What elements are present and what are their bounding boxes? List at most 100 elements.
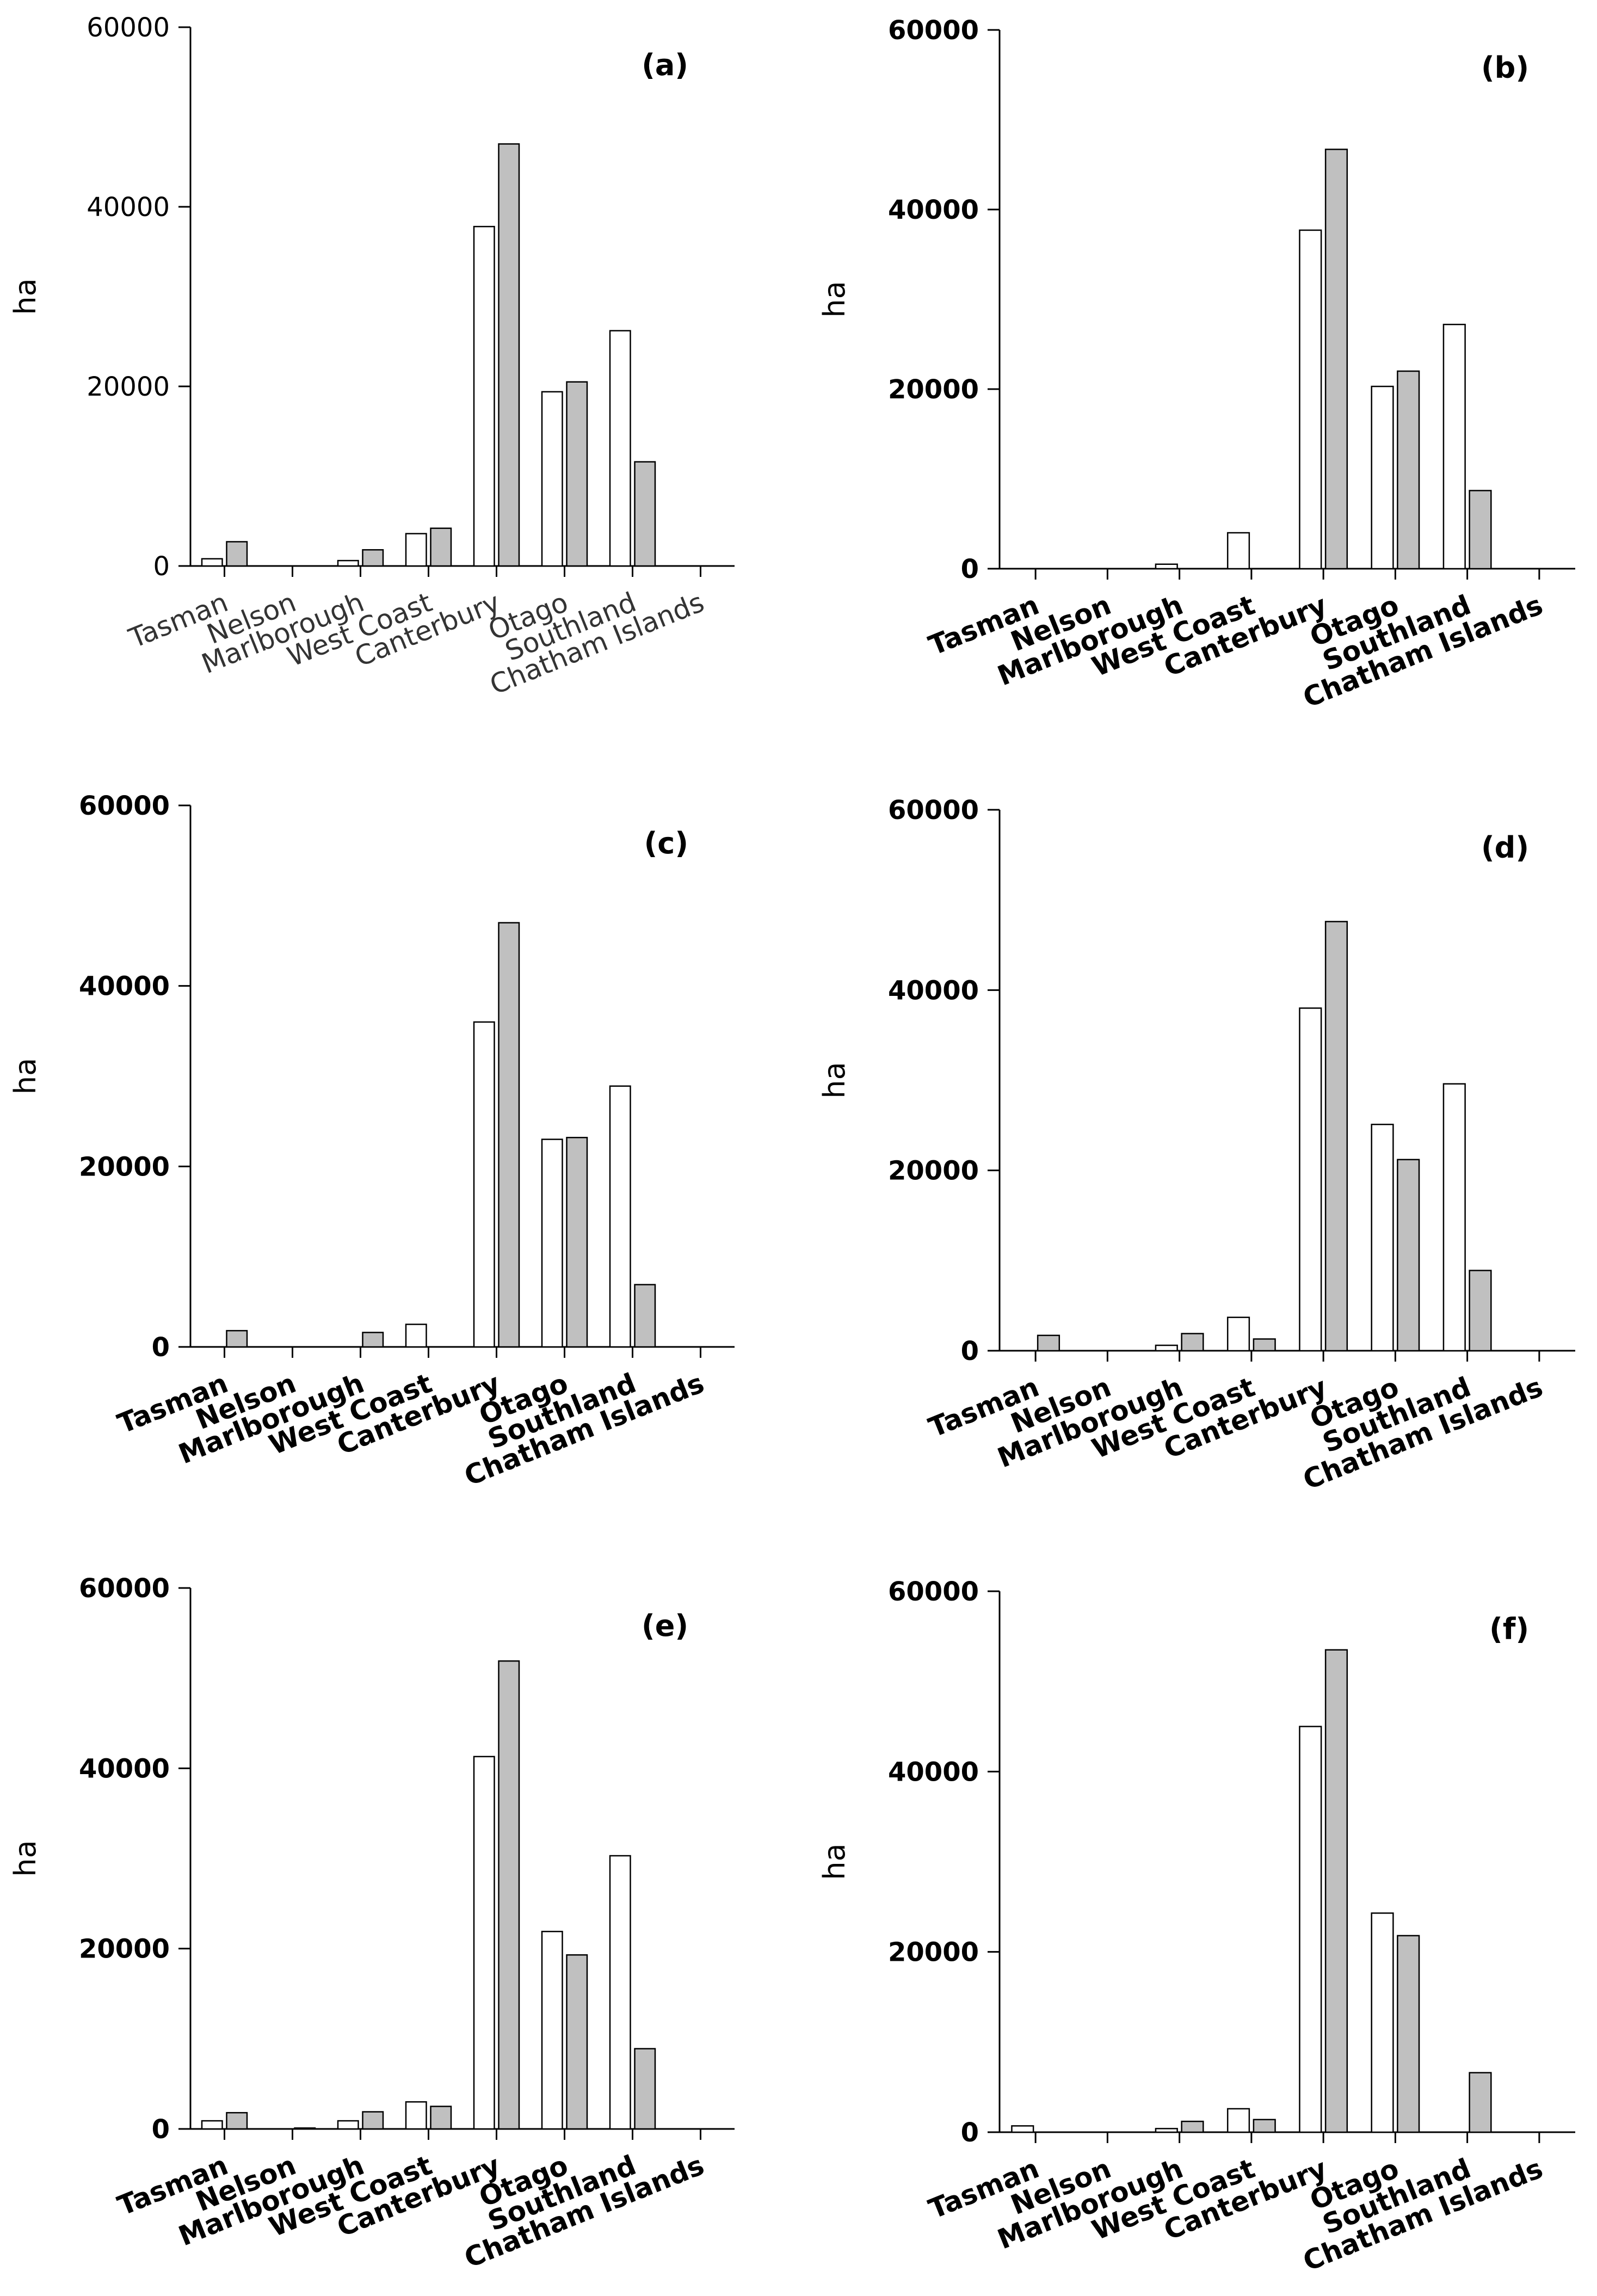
y-tick-label: 0 bbox=[153, 551, 170, 582]
bar-grey-marlborough bbox=[1181, 1333, 1204, 1352]
bar-grey-marlborough bbox=[362, 1332, 384, 1348]
y-tick-label: 20000 bbox=[79, 1934, 170, 1965]
y-tick-label: 40000 bbox=[79, 971, 170, 1002]
bar-white-marlborough bbox=[1155, 563, 1178, 570]
panel-label: (f) bbox=[1489, 1612, 1529, 1646]
bar-white-otago bbox=[1371, 1912, 1394, 2133]
panel-label: (d) bbox=[1481, 830, 1529, 865]
bar-white-canterbury bbox=[473, 1021, 495, 1348]
chart-panel-4: 0200004000060000ha(d)TasmanNelsonMarlbor… bbox=[817, 795, 1575, 1496]
y-tick-label: 0 bbox=[961, 554, 979, 584]
panel-label: (c) bbox=[644, 826, 688, 860]
y-tick-label: 40000 bbox=[888, 1757, 979, 1787]
bar-grey-marlborough bbox=[362, 549, 384, 567]
chart-panel-5: 0200004000060000ha(e)TasmanNelsonMarlbor… bbox=[8, 1573, 735, 2274]
y-tick-label: 0 bbox=[961, 2118, 979, 2148]
bar-grey-southland bbox=[634, 461, 656, 567]
y-tick-label: 40000 bbox=[888, 195, 979, 225]
bar-white-otago bbox=[1371, 1123, 1394, 1352]
bar-white-west-coast bbox=[1226, 2108, 1250, 2133]
bar-grey-tasman bbox=[1037, 1334, 1060, 1352]
y-tick-label: 60000 bbox=[79, 1573, 170, 1604]
bar-grey-otago bbox=[1397, 1935, 1420, 2133]
bar-white-canterbury bbox=[473, 1756, 495, 2130]
y-axis-label: ha bbox=[817, 1843, 852, 1880]
bar-grey-west-coast bbox=[1253, 1338, 1276, 1352]
bar-grey-canterbury bbox=[1324, 921, 1348, 1352]
bar-grey-tasman bbox=[226, 541, 248, 567]
y-tick-label: 20000 bbox=[888, 374, 979, 405]
panel-label: (e) bbox=[642, 1609, 688, 1643]
bar-grey-otago bbox=[1397, 370, 1420, 570]
y-tick-label: 0 bbox=[152, 1332, 170, 1363]
bar-grey-tasman bbox=[226, 2112, 248, 2130]
y-tick-label: 60000 bbox=[79, 791, 170, 821]
y-tick-label: 20000 bbox=[888, 1156, 979, 1186]
bar-white-canterbury bbox=[473, 226, 495, 567]
bar-white-canterbury bbox=[1299, 1007, 1322, 1352]
bar-white-marlborough bbox=[337, 2120, 359, 2130]
bar-grey-marlborough bbox=[1181, 2120, 1204, 2133]
bar-grey-canterbury bbox=[498, 922, 520, 1348]
y-axis-label: ha bbox=[817, 281, 852, 317]
bar-grey-canterbury bbox=[1324, 1649, 1348, 2133]
chart-panel-1: 0200004000060000ha(a)TasmanNelsonMarlbor… bbox=[8, 13, 735, 701]
bar-grey-canterbury bbox=[498, 1660, 520, 2130]
panel-label: (a) bbox=[642, 48, 688, 82]
bar-white-marlborough bbox=[1155, 2128, 1178, 2133]
bar-grey-otago bbox=[566, 381, 588, 567]
bar-white-southland bbox=[609, 1085, 631, 1348]
y-tick-label: 20000 bbox=[87, 372, 170, 402]
bar-grey-southland bbox=[634, 1284, 656, 1348]
bar-grey-west-coast bbox=[430, 527, 452, 567]
bar-grey-southland bbox=[1469, 1270, 1492, 1352]
bar-white-southland bbox=[609, 1855, 631, 2130]
bar-white-marlborough bbox=[1155, 1344, 1178, 1352]
chart-panel-3: 0200004000060000ha(c)TasmanNelsonMarlbor… bbox=[8, 791, 735, 1492]
bar-white-west-coast bbox=[405, 533, 427, 567]
y-tick-label: 60000 bbox=[888, 1577, 979, 1607]
bar-grey-southland bbox=[634, 2048, 656, 2130]
bar-white-southland bbox=[609, 330, 631, 567]
y-tick-label: 60000 bbox=[888, 15, 979, 46]
bar-grey-otago bbox=[1397, 1159, 1420, 1352]
bar-white-canterbury bbox=[1299, 1726, 1322, 2133]
bar-white-west-coast bbox=[405, 1324, 427, 1348]
y-tick-label: 60000 bbox=[888, 795, 979, 826]
y-tick-label: 40000 bbox=[888, 975, 979, 1006]
panel-label: (b) bbox=[1481, 51, 1529, 85]
y-axis-label: ha bbox=[8, 278, 42, 315]
bar-grey-west-coast bbox=[1253, 2119, 1276, 2133]
bar-grey-southland bbox=[1469, 2072, 1492, 2133]
chart-panel-2: 0200004000060000ha(b)TasmanNelsonMarlbor… bbox=[817, 15, 1575, 714]
bar-white-west-coast bbox=[405, 2101, 427, 2130]
y-axis-label: ha bbox=[8, 1840, 42, 1876]
bar-white-tasman bbox=[1011, 2125, 1034, 2133]
bar-grey-otago bbox=[566, 1137, 588, 1348]
bar-grey-otago bbox=[566, 1954, 588, 2130]
bar-grey-marlborough bbox=[362, 2111, 384, 2130]
chart-panel-6: 0200004000060000ha(f)TasmanNelsonMarlbor… bbox=[817, 1577, 1575, 2277]
y-tick-label: 20000 bbox=[888, 1937, 979, 1968]
bar-grey-canterbury bbox=[1324, 149, 1348, 570]
bar-white-west-coast bbox=[1226, 1316, 1250, 1352]
y-tick-label: 0 bbox=[152, 2114, 170, 2145]
bar-grey-west-coast bbox=[430, 2106, 452, 2130]
y-tick-label: 40000 bbox=[79, 1753, 170, 1784]
bar-white-canterbury bbox=[1299, 229, 1322, 570]
y-tick-label: 60000 bbox=[87, 13, 170, 43]
bar-grey-southland bbox=[1469, 490, 1492, 570]
bar-white-southland bbox=[1442, 1083, 1466, 1352]
bar-white-tasman bbox=[201, 558, 223, 567]
y-tick-label: 40000 bbox=[87, 192, 170, 223]
bar-white-otago bbox=[1371, 385, 1394, 570]
y-tick-label: 0 bbox=[961, 1336, 979, 1366]
bar-white-otago bbox=[541, 1930, 563, 2130]
bar-grey-tasman bbox=[226, 1329, 248, 1348]
y-tick-label: 20000 bbox=[79, 1152, 170, 1182]
bar-white-otago bbox=[541, 391, 563, 567]
bar-white-southland bbox=[1442, 323, 1466, 570]
bar-grey-canterbury bbox=[498, 143, 520, 567]
bar-white-west-coast bbox=[1226, 532, 1250, 570]
